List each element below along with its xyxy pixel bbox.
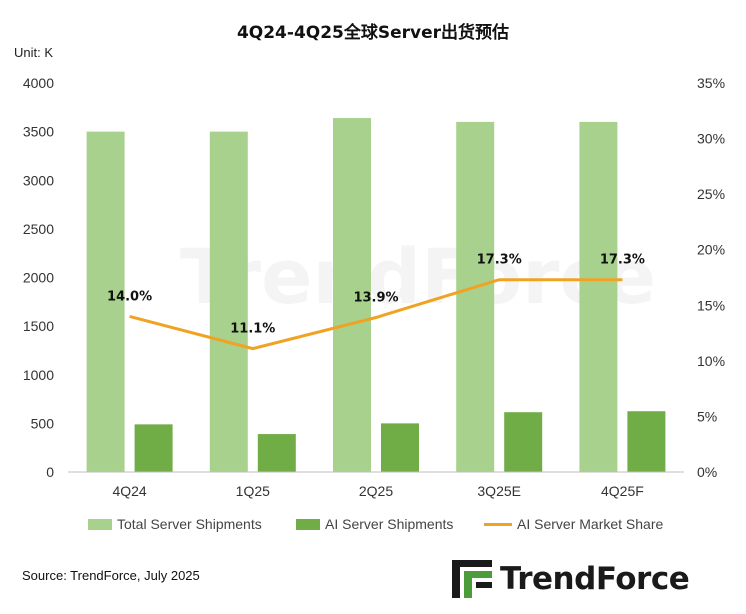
unit-label: Unit: K [14, 45, 54, 60]
left-tick-label: 3000 [23, 172, 54, 188]
share-data-label: 14.0% [107, 289, 152, 304]
chart-canvas: 0 500 1000 1500 2000 2500 3000 3500 4000 0% 5% 10%… [23, 75, 725, 499]
share-data-label: 17.3% [477, 253, 522, 268]
total-shipments-bar [209, 131, 248, 472]
source-note: Source: TrendForce, July 2025 [22, 568, 200, 583]
ai-shipments-bar [627, 411, 666, 472]
total-shipments-bar [456, 121, 495, 473]
legend-item-ai: AI Server Shipments [296, 516, 453, 532]
right-tick-label: 0% [697, 464, 717, 480]
right-tick-label: 5% [697, 408, 717, 424]
share-data-label: 11.1% [230, 322, 275, 337]
ai-shipments-bar [134, 424, 173, 472]
legend-item-total: Total Server Shipments [88, 516, 262, 532]
market-share-line [129, 278, 623, 351]
right-tick-label: 25% [697, 186, 725, 202]
legend-label-total: Total Server Shipments [117, 516, 262, 532]
trendforce-logo-icon [452, 560, 492, 598]
share-data-label: 17.3% [600, 253, 645, 268]
right-axis-ticks: 0% 5% 10% 15% 20% 25% 30% 35% [697, 75, 725, 480]
total-shipments-bar [86, 131, 125, 472]
left-tick-label: 3500 [23, 124, 54, 140]
x-tick-label: 4Q24 [112, 483, 146, 499]
right-tick-label: 10% [697, 353, 725, 369]
total-shipments-bars [86, 118, 618, 473]
right-tick-label: 30% [697, 131, 725, 147]
x-tick-label: 2Q25 [359, 483, 393, 499]
market-share-labels: 14.0% 11.1% 13.9% 17.3% 17.3% [107, 253, 645, 337]
left-tick-label: 4000 [23, 75, 54, 91]
x-tick-label: 4Q25F [601, 483, 644, 499]
right-tick-label: 20% [697, 242, 725, 258]
ai-shipments-bar [381, 423, 419, 472]
x-axis-ticks: 4Q24 1Q25 2Q25 3Q25E 4Q25F [112, 483, 643, 499]
total-shipments-bar [579, 121, 618, 473]
total-shipments-bar [333, 118, 371, 472]
chart-title: 4Q24-4Q25全球Server出货预估 [236, 23, 510, 43]
ai-shipments-bar [257, 434, 296, 472]
share-data-label: 13.9% [353, 291, 398, 306]
legend-swatch-share [484, 522, 512, 526]
legend-swatch-total [88, 518, 112, 530]
left-tick-label: 2500 [23, 221, 54, 237]
logo-text: TrendForce [500, 561, 690, 597]
ai-shipments-bars [134, 411, 666, 472]
legend-item-share: AI Server Market Share [484, 516, 663, 532]
left-tick-label: 500 [31, 415, 55, 431]
legend-label-ai: AI Server Shipments [325, 516, 454, 532]
brand-logo: TrendForce [452, 560, 690, 598]
x-tick-label: 3Q25E [477, 483, 521, 499]
left-tick-label: 1500 [23, 318, 54, 334]
right-tick-label: 35% [697, 75, 725, 91]
right-tick-label: 15% [697, 297, 725, 313]
left-tick-label: 2000 [23, 270, 54, 286]
left-tick-label: 0 [46, 464, 54, 480]
left-axis-ticks: 0 500 1000 1500 2000 2500 3000 3500 4000 [23, 75, 54, 480]
legend-label-share: AI Server Market Share [517, 516, 664, 532]
x-tick-label: 1Q25 [236, 483, 270, 499]
legend-swatch-ai [296, 518, 320, 530]
left-tick-label: 1000 [23, 367, 54, 383]
ai-shipments-bar [504, 412, 543, 472]
